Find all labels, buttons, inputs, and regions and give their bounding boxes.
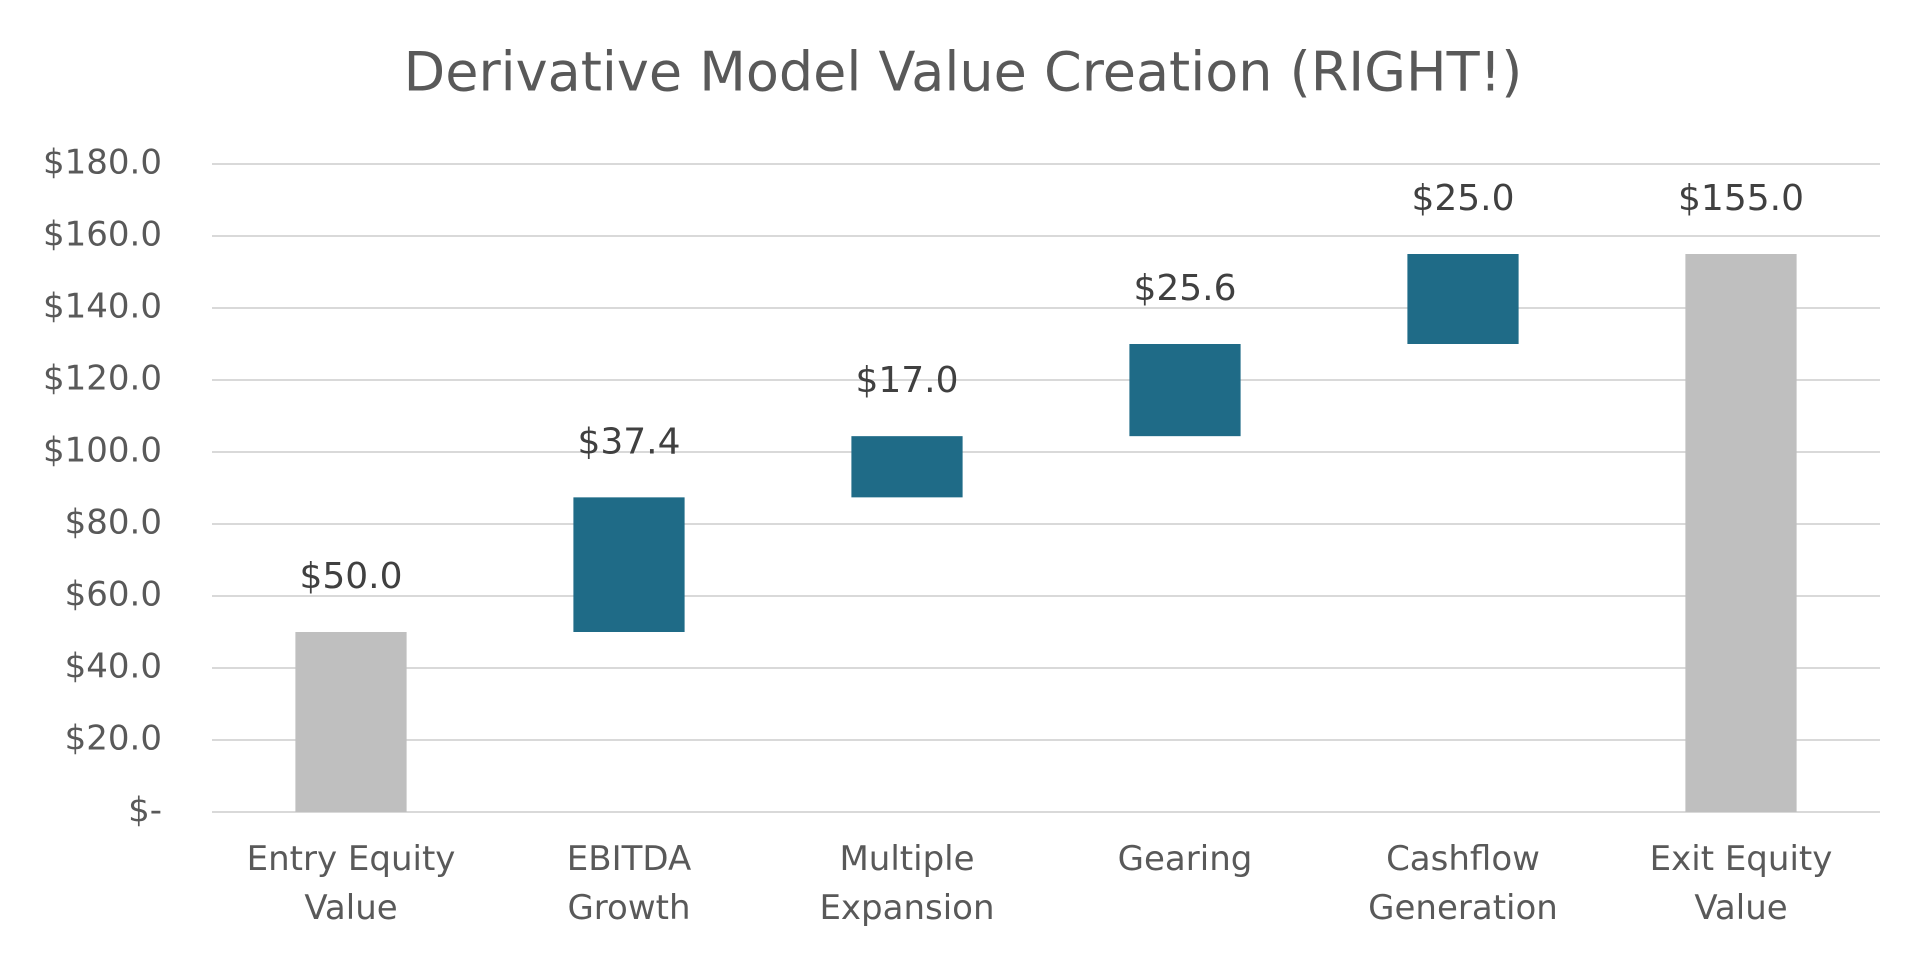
bar <box>573 497 685 632</box>
y-tick-label: $60.0 <box>65 575 162 615</box>
y-tick-label: $140.0 <box>43 287 162 327</box>
y-tick-label: $- <box>128 791 162 831</box>
x-tick-label: EBITDA Growth <box>566 839 692 928</box>
bar <box>1685 254 1797 812</box>
value-label: $17.0 <box>855 360 958 401</box>
x-tick-label: Cashflow Generation <box>1368 839 1558 928</box>
y-tick-label: $160.0 <box>43 215 162 255</box>
value-label: $155.0 <box>1678 178 1804 219</box>
value-label: $50.0 <box>299 556 402 597</box>
y-tick-label: $120.0 <box>43 359 162 399</box>
y-tick-label: $40.0 <box>65 647 162 687</box>
value-label: $37.4 <box>577 421 680 462</box>
bar <box>1129 344 1241 437</box>
x-tick-label: Multiple Expansion <box>819 839 995 928</box>
y-tick-label: $80.0 <box>65 503 162 543</box>
bar <box>1407 254 1519 344</box>
y-tick-label: $180.0 <box>43 143 162 183</box>
x-tick-label: Gearing <box>1117 839 1253 879</box>
x-tick-label: Entry Equity Value <box>246 839 456 928</box>
value-label: $25.0 <box>1411 178 1514 219</box>
y-tick-label: $20.0 <box>65 719 162 759</box>
chart-title: Derivative Model Value Creation (RIGHT!) <box>404 41 1523 104</box>
y-tick-label: $100.0 <box>43 431 162 471</box>
x-tick-label: Exit Equity Value <box>1649 839 1833 928</box>
bar <box>851 436 963 498</box>
value-label: $25.6 <box>1133 268 1236 309</box>
bar <box>295 632 407 812</box>
